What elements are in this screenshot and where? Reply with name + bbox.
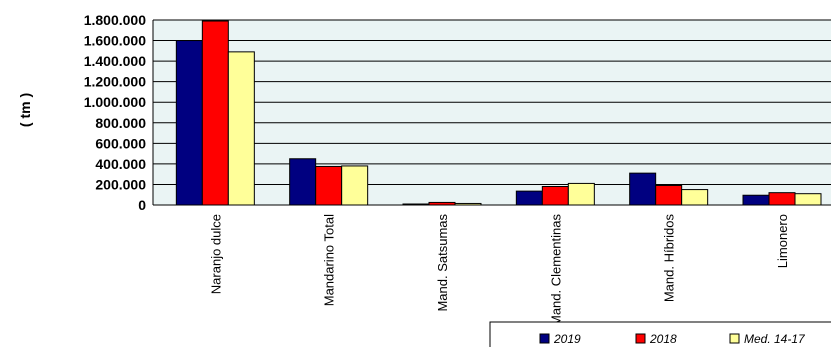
category-label: Mandarino Total — [322, 214, 337, 306]
bar — [289, 158, 317, 206]
bar — [175, 40, 203, 206]
category-label: Naranjo dulce — [208, 214, 223, 294]
y-tick-label: 400.000 — [95, 156, 146, 172]
y-tick-label: 600.000 — [95, 135, 146, 151]
category-labels: Naranjo dulce Mandarino Total Mand. Satsum… — [208, 214, 790, 326]
bar — [681, 189, 709, 206]
legend-label: 2018 — [649, 332, 677, 346]
y-tick-label: 800.000 — [95, 115, 146, 131]
bars — [175, 20, 822, 206]
bar — [315, 165, 343, 206]
legend: 2019 2018 Med. 14-17 — [489, 321, 831, 347]
y-tick-label: 1.600.000 — [84, 33, 146, 49]
bar — [541, 186, 569, 206]
y-tick-label: 200.000 — [95, 176, 146, 192]
legend-label: Med. 14-17 — [744, 332, 806, 346]
legend-label: 2019 — [553, 332, 581, 346]
bar — [629, 172, 657, 206]
category-label: Limonero — [775, 214, 790, 268]
bar — [794, 193, 822, 206]
bar — [201, 20, 229, 206]
y-tick-label: 1.400.000 — [84, 53, 146, 69]
y-axis-label: ( tm ) — [17, 93, 33, 127]
y-tick-label: 0 — [138, 197, 146, 213]
y-tick-label: 1.200.000 — [84, 74, 146, 90]
legend-swatch — [729, 333, 740, 344]
y-axis-ticks: 0 200.000 400.000 600.000 800.000 1.000.000 1.… — [84, 12, 147, 213]
category-label: Mand. Híbridos — [662, 214, 677, 303]
bar — [655, 184, 683, 206]
gridlines — [153, 19, 831, 185]
bar — [742, 194, 770, 206]
category-label: Mand. Satsumas — [435, 214, 450, 312]
plot-area — [153, 20, 831, 205]
y-tick-label: 1.000.000 — [84, 94, 146, 110]
category-label: Mand. Clementinas — [548, 214, 563, 326]
legend-swatch — [539, 333, 550, 344]
legend-swatch — [635, 333, 646, 344]
bar — [227, 51, 255, 206]
y-tick-label: 1.800.000 — [84, 12, 146, 28]
bar — [515, 190, 543, 206]
bar — [341, 165, 369, 206]
bar — [567, 182, 595, 206]
bar — [768, 192, 796, 206]
